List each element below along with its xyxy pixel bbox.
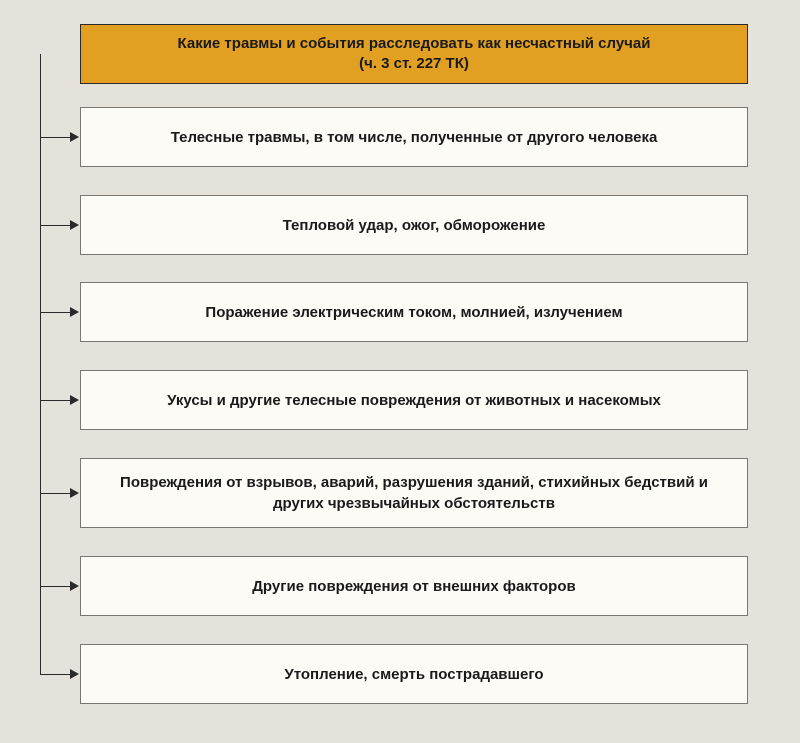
flowchart-container: Какие травмы и события расследовать как …	[0, 0, 800, 743]
horizontal-connector-5	[40, 493, 71, 494]
arrow-icon-6	[70, 581, 79, 591]
arrow-icon-3	[70, 307, 79, 317]
item-text-3: Поражение электрическим током, молнией, …	[205, 302, 622, 323]
horizontal-connector-3	[40, 312, 71, 313]
header-title-line1: Какие травмы и события расследовать как …	[178, 35, 651, 52]
item-box-2: Тепловой удар, ожог, обморожение	[80, 195, 748, 255]
item-text-2: Тепловой удар, ожог, обморожение	[283, 215, 546, 236]
item-box-1: Телесные травмы, в том числе, полученные…	[80, 107, 748, 167]
horizontal-connector-7	[40, 674, 71, 675]
header-title-line2: (ч. 3 ст. 227 ТК)	[359, 55, 469, 72]
arrow-icon-1	[70, 132, 79, 142]
arrow-icon-4	[70, 395, 79, 405]
arrow-icon-5	[70, 488, 79, 498]
arrow-icon-7	[70, 669, 79, 679]
horizontal-connector-1	[40, 137, 71, 138]
item-box-5: Повреждения от взрывов, аварий, разрушен…	[80, 458, 748, 528]
header-box: Какие травмы и события расследовать как …	[80, 24, 748, 84]
item-box-7: Утопление, смерть пострадавшего	[80, 644, 748, 704]
horizontal-connector-6	[40, 586, 71, 587]
horizontal-connector-4	[40, 400, 71, 401]
horizontal-connector-2	[40, 225, 71, 226]
item-box-4: Укусы и другие телесные повреждения от ж…	[80, 370, 748, 430]
item-text-5: Повреждения от взрывов, аварий, разрушен…	[105, 472, 723, 514]
item-text-6: Другие повреждения от внешних факторов	[252, 576, 575, 597]
item-text-1: Телесные травмы, в том числе, полученные…	[171, 127, 658, 148]
arrow-icon-2	[70, 220, 79, 230]
item-text-7: Утопление, смерть пострадавшего	[284, 664, 543, 685]
item-box-6: Другие повреждения от внешних факторов	[80, 556, 748, 616]
item-box-3: Поражение электрическим током, молнией, …	[80, 282, 748, 342]
item-text-4: Укусы и другие телесные повреждения от ж…	[167, 390, 661, 411]
vertical-connector	[40, 54, 41, 674]
